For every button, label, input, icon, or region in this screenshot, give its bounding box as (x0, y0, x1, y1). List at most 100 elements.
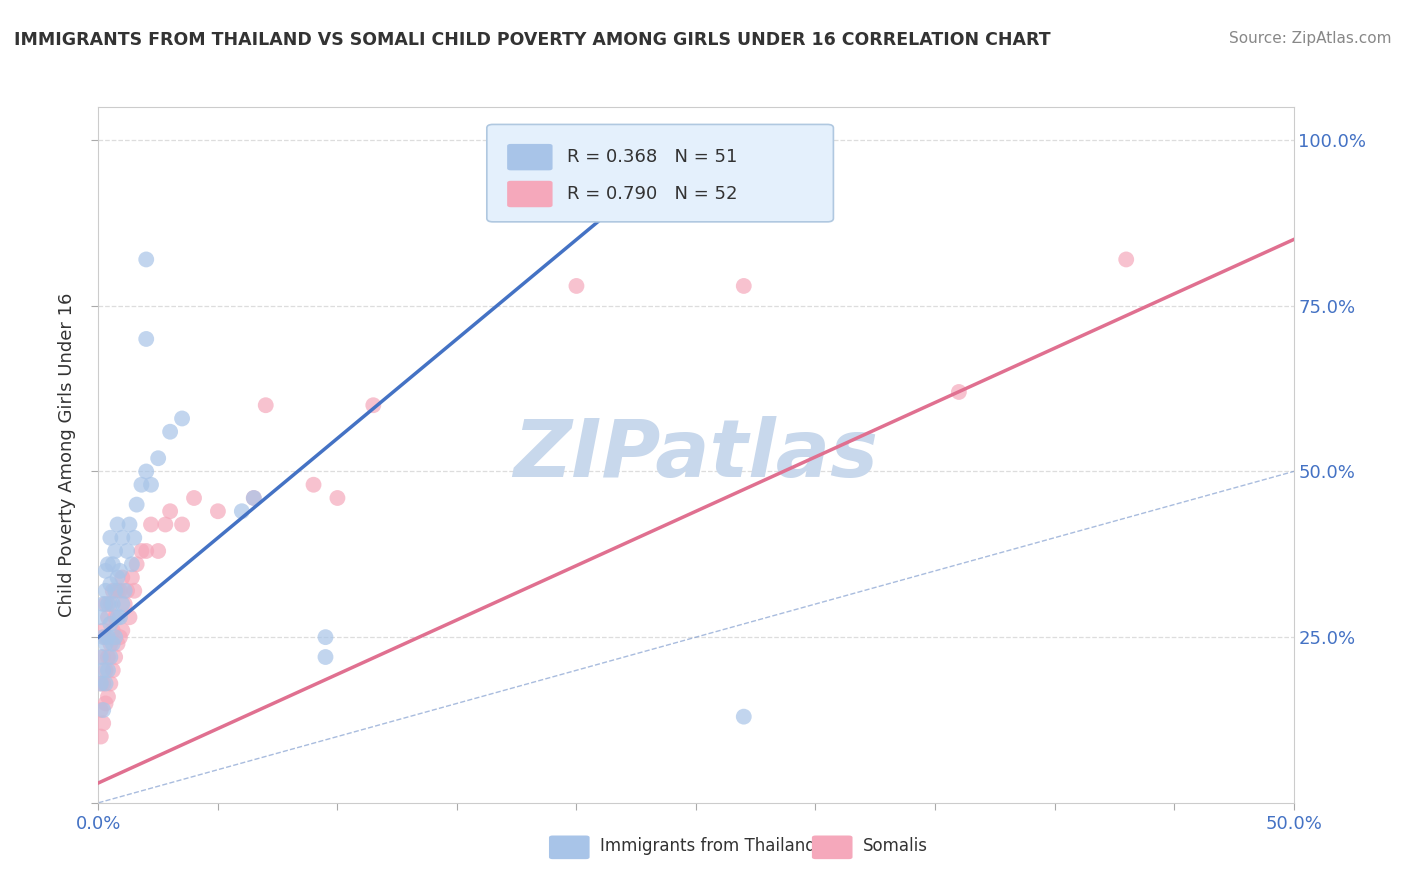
Point (108, 564, 131, 578)
Point (98, 676, 122, 690)
Point (94, 637, 117, 651)
FancyBboxPatch shape (508, 144, 553, 170)
Point (155, 517, 177, 532)
Point (183, 491, 205, 505)
Point (108, 610, 131, 624)
Point (135, 544, 157, 558)
Point (948, 384, 970, 399)
Point (101, 583, 124, 598)
Point (94, 630, 117, 644)
Point (111, 624, 134, 638)
Point (172, 517, 194, 532)
Point (104, 544, 127, 558)
Point (135, 332, 157, 346)
Point (118, 517, 141, 532)
Point (98, 531, 122, 545)
Point (91, 650, 114, 665)
Point (91, 703, 114, 717)
Point (90, 676, 112, 690)
Point (94, 663, 117, 677)
Point (104, 610, 127, 624)
Point (91, 663, 114, 677)
Point (101, 597, 124, 611)
Point (90, 730, 112, 744)
Point (107, 610, 129, 624)
Point (107, 583, 129, 598)
Point (315, 650, 337, 665)
Point (101, 558, 124, 572)
Point (243, 491, 266, 505)
Point (148, 451, 170, 466)
Point (101, 663, 124, 677)
Text: Source: ZipAtlas.com: Source: ZipAtlas.com (1229, 31, 1392, 46)
Point (97, 630, 120, 644)
Point (90, 703, 112, 717)
Point (108, 583, 131, 598)
Point (91, 716, 114, 731)
Point (104, 630, 127, 644)
Point (107, 570, 129, 584)
Point (363, 398, 385, 412)
Point (94, 697, 117, 711)
Point (139, 517, 162, 532)
Point (97, 558, 120, 572)
Y-axis label: Child Poverty Among Girls Under 16: Child Poverty Among Girls Under 16 (58, 293, 76, 617)
Point (94, 597, 117, 611)
Point (94, 583, 117, 598)
Point (131, 477, 153, 491)
Point (108, 630, 131, 644)
Point (111, 597, 134, 611)
Point (98, 650, 122, 665)
Point (254, 398, 277, 412)
Point (139, 477, 162, 491)
Point (207, 504, 229, 518)
Point (98, 616, 122, 631)
Point (94, 676, 117, 690)
Point (90, 676, 112, 690)
Point (733, 709, 755, 723)
Point (91, 630, 114, 644)
Point (302, 477, 325, 491)
Point (104, 650, 127, 665)
Text: Somalis: Somalis (863, 837, 928, 855)
Point (124, 583, 146, 598)
Text: IMMIGRANTS FROM THAILAND VS SOMALI CHILD POVERTY AMONG GIRLS UNDER 16 CORRELATIO: IMMIGRANTS FROM THAILAND VS SOMALI CHILD… (14, 31, 1050, 49)
Text: ZIPatlas: ZIPatlas (513, 416, 879, 494)
Point (91, 597, 114, 611)
Point (114, 597, 136, 611)
Point (115, 544, 138, 558)
Point (243, 491, 266, 505)
Point (125, 558, 148, 572)
Point (131, 544, 153, 558)
FancyBboxPatch shape (548, 836, 589, 859)
Point (107, 637, 129, 651)
FancyBboxPatch shape (508, 181, 553, 207)
Point (1115, 252, 1137, 267)
Point (90, 610, 112, 624)
Point (115, 583, 138, 598)
Point (315, 630, 337, 644)
Point (90, 650, 112, 665)
Point (231, 504, 253, 518)
Point (107, 517, 129, 532)
Point (97, 663, 120, 677)
Point (121, 570, 143, 584)
Text: R = 0.790   N = 52: R = 0.790 N = 52 (567, 185, 737, 203)
Point (125, 498, 148, 512)
Point (124, 531, 146, 545)
Point (121, 558, 143, 572)
Text: R = 0.368   N = 51: R = 0.368 N = 51 (567, 148, 737, 166)
Point (98, 637, 122, 651)
Point (97, 690, 120, 704)
Point (135, 465, 157, 479)
Point (111, 570, 134, 584)
FancyBboxPatch shape (486, 124, 834, 222)
Point (104, 583, 127, 598)
Point (97, 610, 120, 624)
Point (118, 610, 141, 624)
Text: Immigrants from Thailand: Immigrants from Thailand (600, 837, 815, 855)
Point (565, 279, 588, 293)
Point (97, 650, 120, 665)
Point (114, 583, 136, 598)
Point (101, 624, 124, 638)
